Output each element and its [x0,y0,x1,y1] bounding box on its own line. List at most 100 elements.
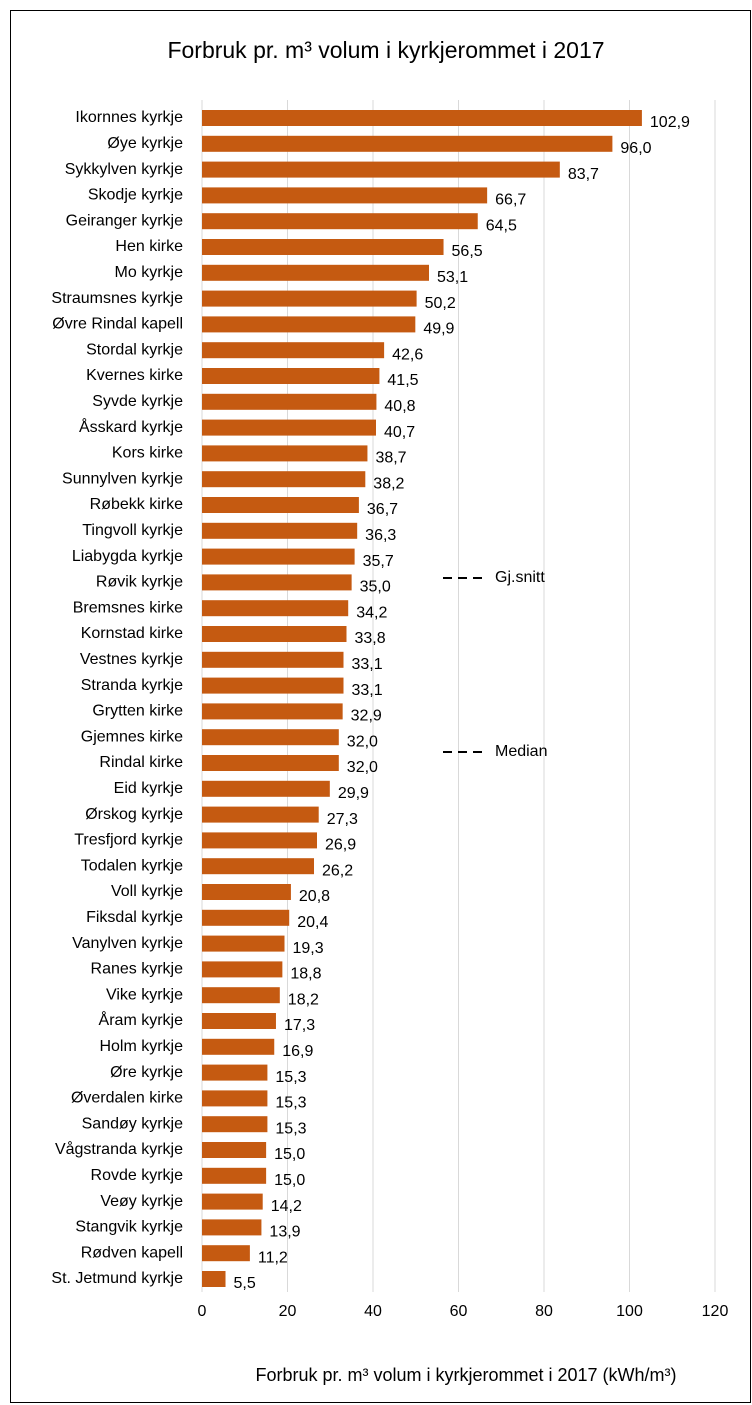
bar [202,626,347,642]
y-tick-label: Stranda kyrkje [81,677,183,694]
y-tick-label: Straumsnes kyrkje [51,290,183,307]
y-tick-label: Sunnylven kyrkje [62,470,183,487]
y-tick-label: Tresfjord kyrkje [74,832,183,849]
y-tick-label: Veøy kyrkje [100,1193,183,1210]
y-tick-label: Bremsnes kirke [73,599,183,616]
y-tick-label: Sykkylven kyrkje [65,161,183,178]
data-label: 102,9 [650,114,690,131]
bar [202,651,344,668]
y-tick-label: Holm kyrkje [99,1038,183,1055]
data-label: 29,9 [338,785,369,802]
bar [202,1116,268,1133]
data-label: 32,9 [351,708,382,725]
y-tick-label: Åsskard kyrkje [79,417,183,436]
bar [202,445,368,462]
bar [202,239,444,255]
bar [202,729,339,746]
data-label: 16,9 [282,1043,313,1060]
y-tick-label: St. Jetmund kyrkje [51,1270,183,1287]
y-tick-label: Fiksdal kyrkje [86,909,183,926]
bar [202,755,339,771]
bar [202,1013,276,1029]
y-tick-label: Åram kyrkje [99,1010,184,1029]
data-label: 15,3 [275,1120,306,1137]
y-tick-label: Ikornnes kyrkje [75,109,183,126]
data-label: 33,1 [352,682,383,699]
x-axis-title: Forbruk pr. m³ volum i kyrkjerommet i 20… [255,1365,676,1385]
y-tick-label: Hen kirke [115,238,183,255]
bar [202,780,330,797]
bar [202,1219,262,1236]
y-tick-label: Vestnes kyrkje [80,651,183,668]
data-label: 41,5 [387,372,418,389]
bar [202,1245,250,1262]
bar [202,213,478,230]
x-tick-label: 40 [364,1303,382,1320]
y-tick-label: Mo kyrkje [115,264,184,281]
bar [202,1142,267,1158]
data-label: 18,8 [290,966,321,983]
y-tick-label: Vanylven kyrkje [72,935,183,952]
y-tick-label: Vågstranda kyrkje [55,1140,183,1158]
bar [202,1167,267,1184]
bar [202,368,380,384]
data-label: 32,0 [347,759,378,776]
bar [202,161,560,178]
y-tick-label: Øye kyrkje [107,135,183,152]
data-label: 36,7 [367,501,398,518]
data-label: 11,2 [258,1249,288,1266]
bar [202,909,290,926]
data-label: 35,7 [363,553,394,570]
data-label: 42,6 [392,346,423,363]
data-label: 15,3 [275,1069,306,1086]
data-label: 26,2 [322,862,353,879]
bar [202,1271,226,1287]
bar [202,935,285,952]
bar [202,1064,268,1081]
data-label: 83,7 [568,166,599,183]
bar [202,832,317,849]
x-tick-label: 120 [702,1303,729,1320]
y-tick-label: Kors kirke [112,445,183,462]
data-label: 33,8 [354,630,385,647]
x-tick-label: 20 [279,1303,297,1320]
data-label: 64,5 [486,217,517,234]
y-tick-label: Rindal kirke [99,754,183,771]
legend-label: Median [495,743,547,760]
bar [202,471,366,488]
data-label: 27,3 [327,811,358,828]
y-tick-label: Vike kyrkje [106,986,183,1003]
data-label: 40,7 [384,424,415,441]
y-tick-label: Rødven kapell [81,1244,183,1261]
data-label: 34,2 [356,604,387,621]
data-label: 53,1 [437,269,468,286]
data-label: 15,3 [275,1095,306,1112]
y-tick-label: Røvik kyrkje [96,574,183,591]
y-tick-label: Rovde kyrkje [91,1167,184,1184]
y-tick-label: Sandøy kyrkje [82,1115,183,1132]
bar [202,961,283,978]
x-tick-label: 60 [450,1303,468,1320]
bar [202,135,613,152]
y-tick-label: Skodje kyrkje [88,187,183,204]
y-tick-label: Voll kyrkje [111,883,183,900]
data-label: 49,9 [423,321,454,338]
y-tick-label: Øre kyrkje [110,1064,183,1081]
data-label: 15,0 [274,1172,305,1189]
y-tick-label: Ranes kyrkje [91,961,184,978]
data-label: 26,9 [325,837,356,854]
data-label: 5,5 [234,1275,256,1292]
data-label: 36,3 [365,527,396,544]
data-label: 18,2 [288,991,319,1008]
bar [202,987,280,1004]
data-label: 20,4 [297,914,328,931]
bar [202,342,385,359]
data-label: 33,1 [352,656,383,673]
y-tick-label: Ørskog kyrkje [85,806,183,823]
x-tick-label: 0 [198,1303,207,1320]
data-label: 38,7 [375,450,406,467]
chart-title: Forbruk pr. m³ volum i kyrkjerommet i 20… [167,37,604,63]
y-tick-label: Kornstad kirke [81,625,183,642]
data-label: 15,0 [274,1146,305,1163]
